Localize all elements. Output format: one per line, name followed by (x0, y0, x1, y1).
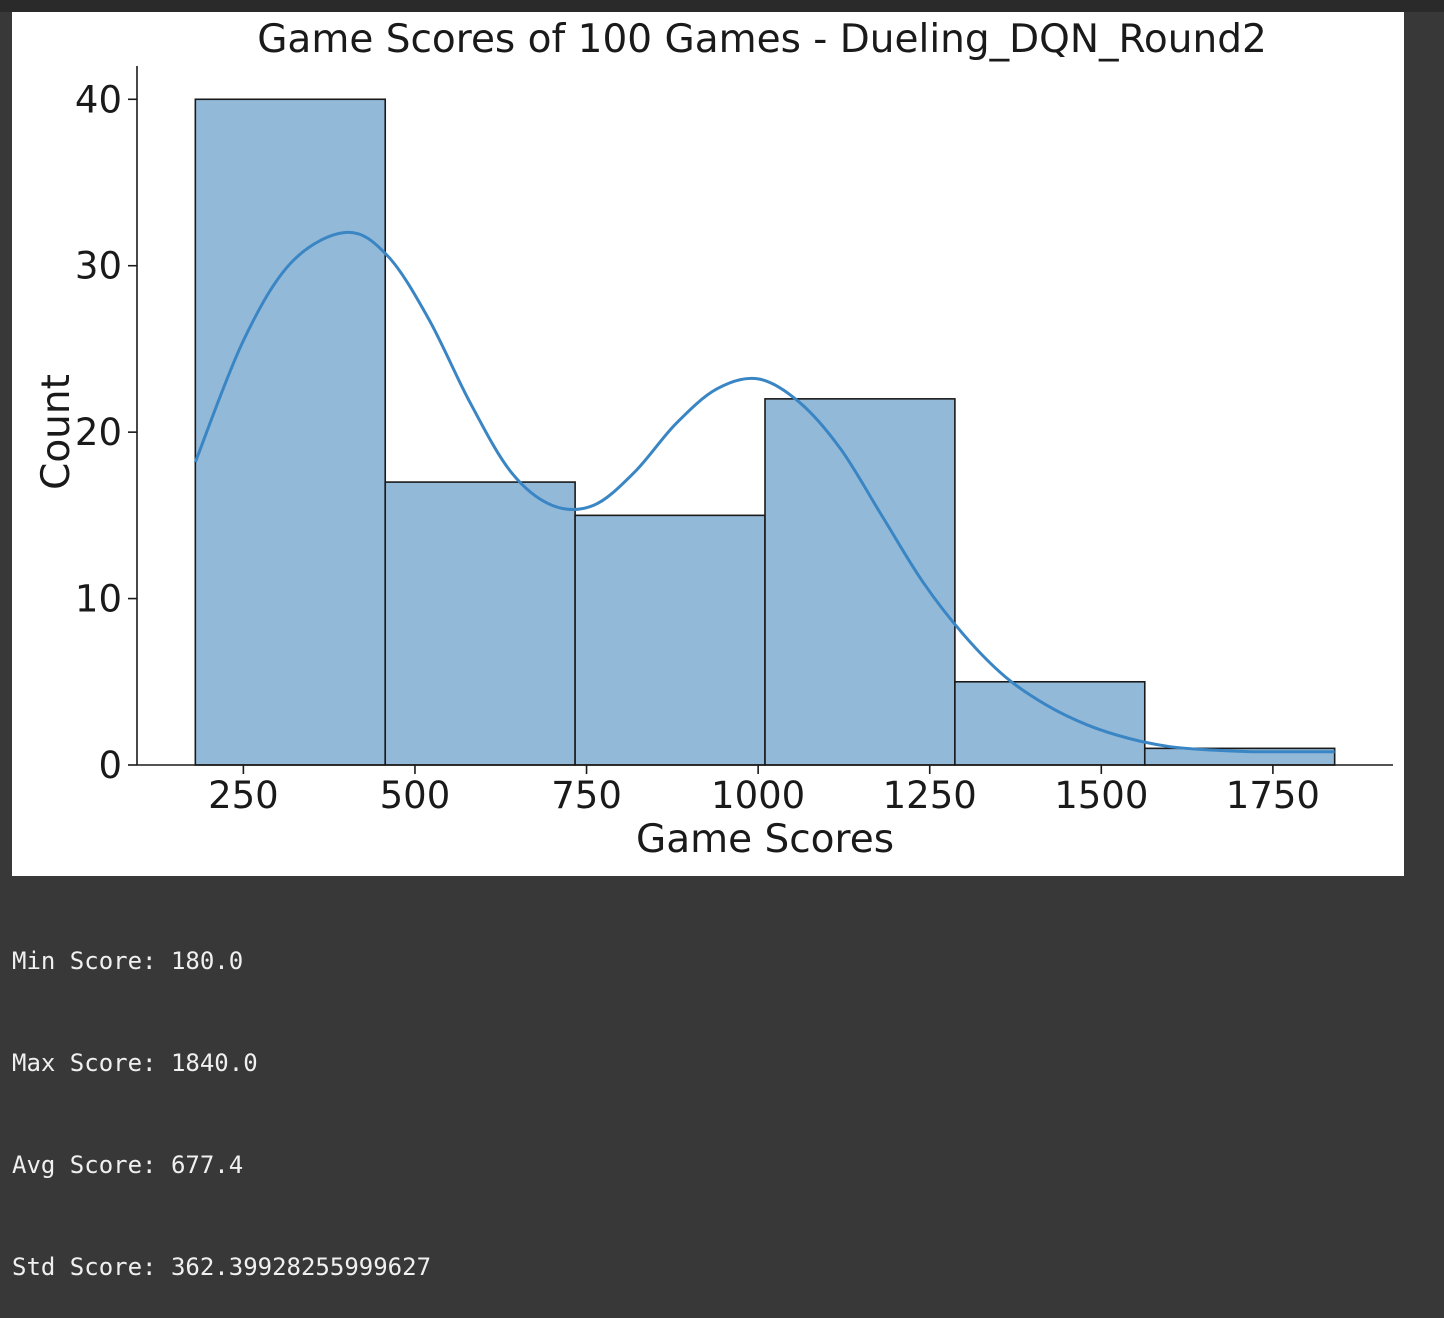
min-score-line: Min Score: 180.0 (12, 947, 244, 975)
avg-score-line: Avg Score: 677.4 (12, 1151, 244, 1179)
x-tick-label: 500 (380, 774, 451, 817)
histogram-chart: 250 500 750 1000 1250 1500 1750 0 10 20 30 40 Game … (34, 17, 1393, 862)
std-score-line: Std Score: 362.39928255999627 (12, 1253, 432, 1281)
chart-title: Game Scores of 100 Games - Dueling_DQN_R… (257, 17, 1267, 62)
y-tick-label: 30 (75, 245, 122, 288)
chart-figure: 250 500 750 1000 1250 1500 1750 0 10 20 30 40 Game … (12, 12, 1404, 876)
x-tick-label: 1000 (711, 774, 805, 817)
score-stats-output: Min Score: 180.0 Max Score: 1840.0 Avg S… (12, 876, 1432, 1318)
y-tick-label: 20 (75, 411, 122, 454)
histogram-bar-2 (384, 481, 576, 766)
histogram-bar-3 (574, 514, 766, 766)
x-tick-label: 750 (551, 774, 622, 817)
x-axis-label: Game Scores (636, 817, 894, 862)
x-tick-label: 1750 (1226, 774, 1320, 817)
bars-layer (194, 98, 1336, 766)
x-tick-label: 1250 (883, 774, 977, 817)
y-axis-label: Count (34, 374, 79, 490)
histogram-bar-1 (194, 98, 387, 766)
y-tick-label: 0 (98, 744, 122, 787)
axes-layer: 250 500 750 1000 1250 1500 1750 0 10 20 30 40 (75, 66, 1393, 817)
y-tick-label: 40 (75, 78, 122, 121)
x-tick-label: 1500 (1054, 774, 1148, 817)
y-tick-label: 10 (75, 578, 122, 621)
histogram-bar-5 (954, 680, 1146, 766)
max-score-line: Max Score: 1840.0 (12, 1049, 258, 1077)
kde-layer (193, 230, 1335, 754)
window-top-bar (0, 0, 1444, 12)
histogram-bar-4 (764, 398, 956, 766)
kde-curve-line (193, 230, 1335, 754)
x-tick-label: 250 (208, 774, 279, 817)
